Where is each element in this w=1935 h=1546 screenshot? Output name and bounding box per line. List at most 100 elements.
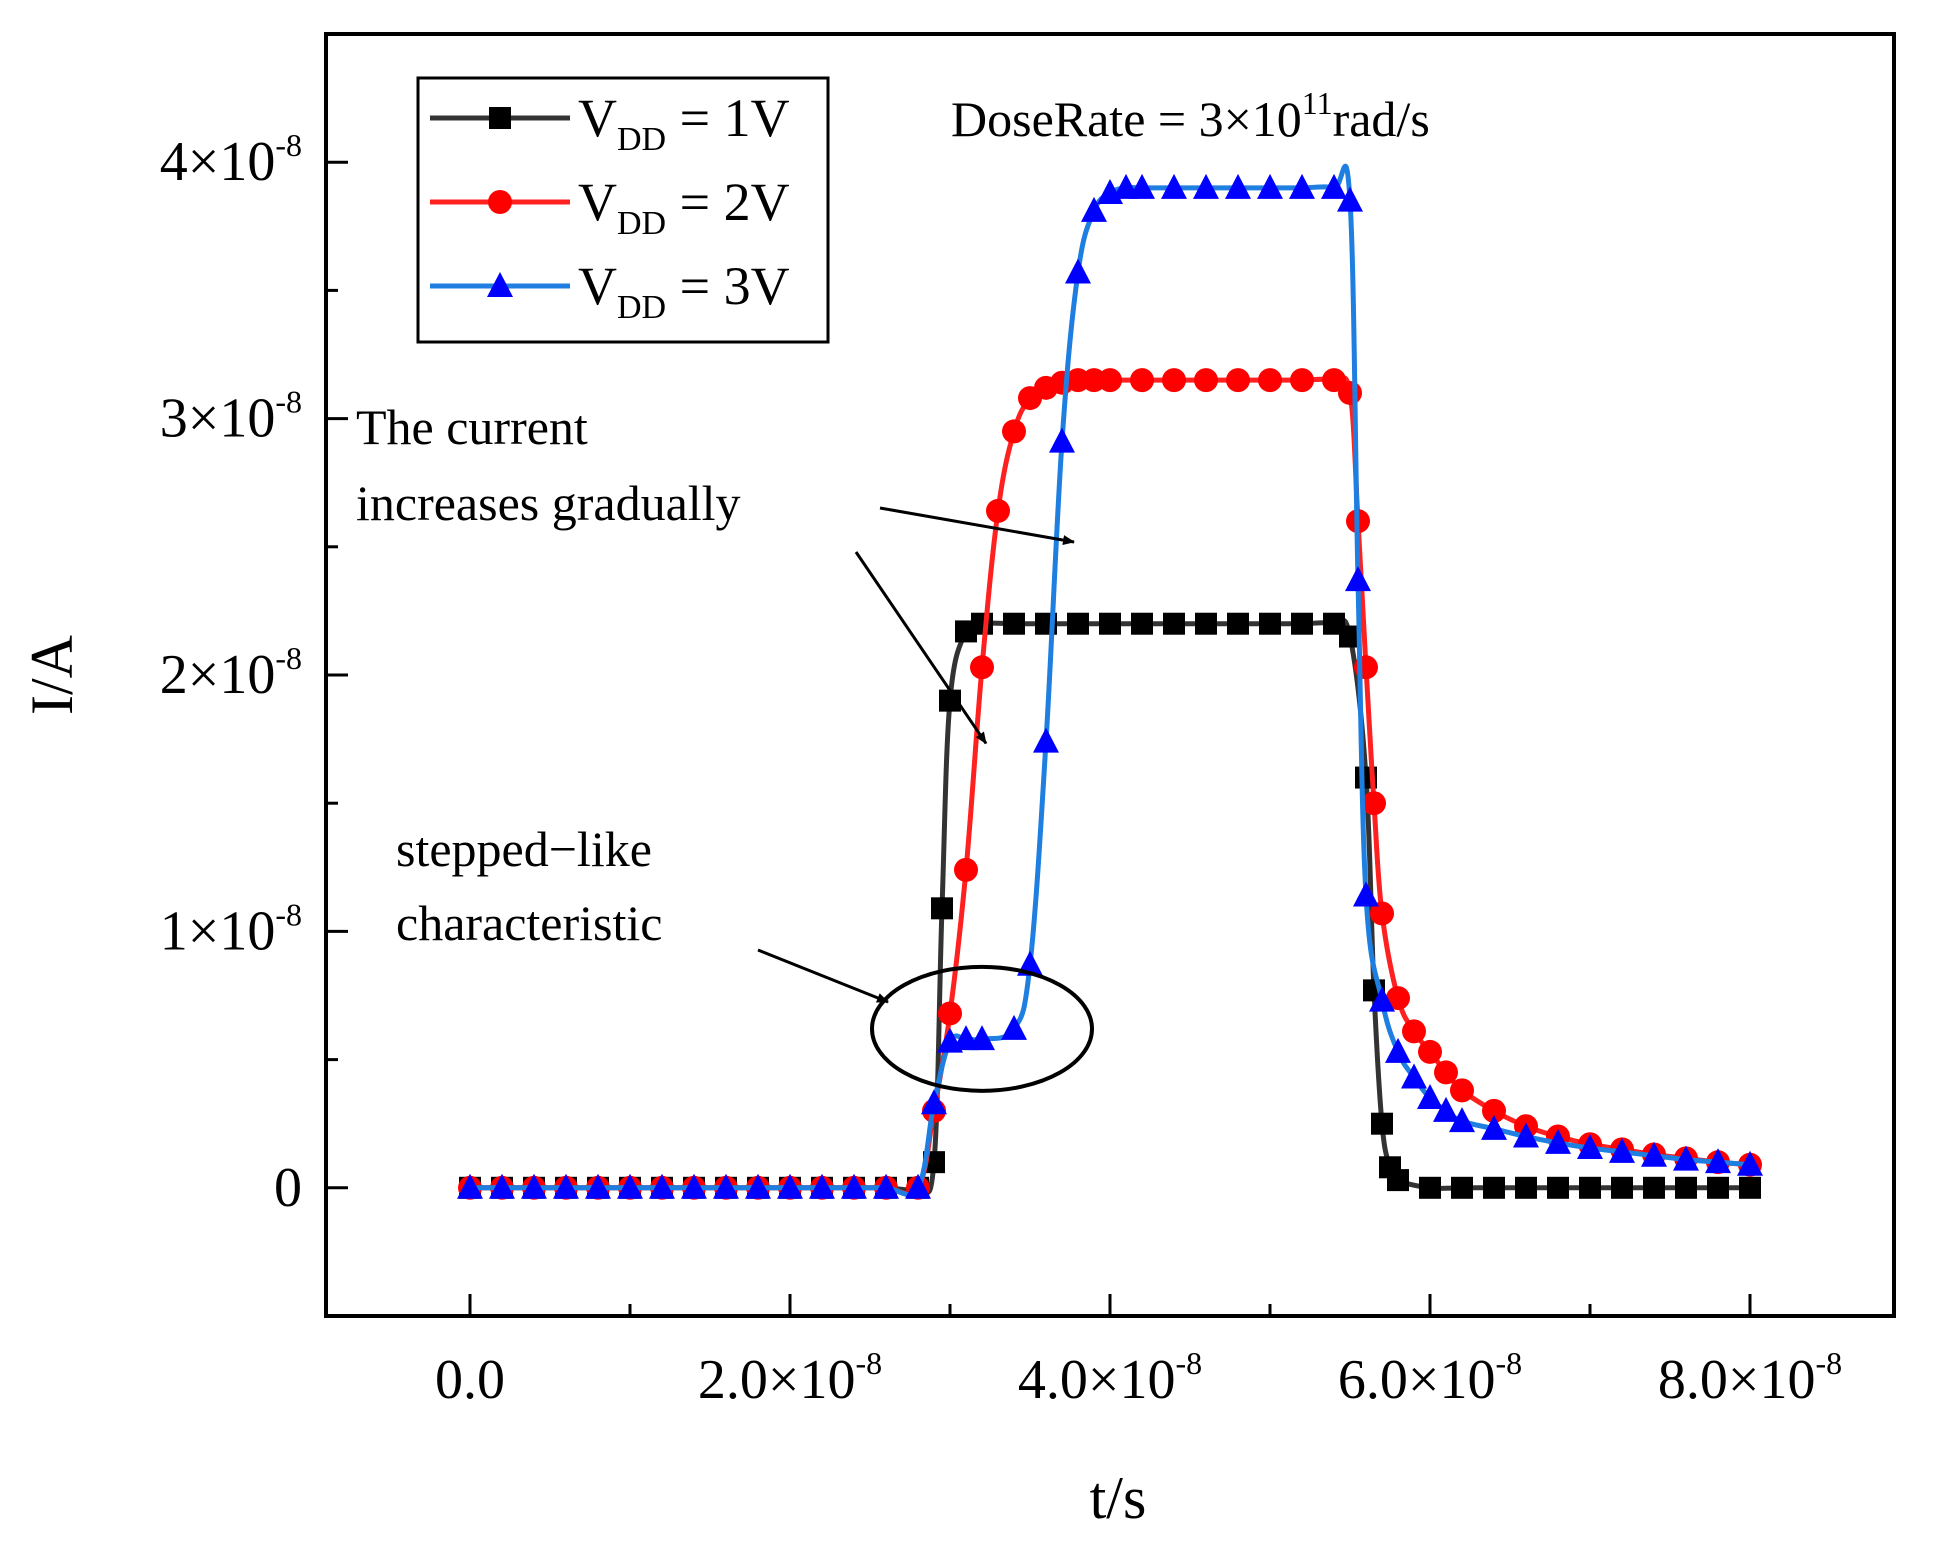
data-point [1291, 612, 1313, 635]
data-point [954, 857, 978, 882]
data-point [649, 1173, 675, 1199]
data-point [1419, 1176, 1441, 1199]
data-point [1290, 368, 1314, 393]
x-tick-label: 4.0×10-8 [1018, 1345, 1202, 1411]
data-point [1099, 612, 1121, 635]
data-point [1098, 368, 1122, 393]
y-tick-label: 1×10-8 [160, 896, 302, 962]
x-tick-label: 8.0×10-8 [1658, 1345, 1842, 1411]
data-point [1547, 1176, 1569, 1199]
y-tick-label: 4×10-8 [160, 127, 302, 193]
data-point [521, 1173, 547, 1199]
data-point [986, 498, 1010, 523]
data-point [457, 1173, 483, 1199]
data-point [809, 1173, 835, 1199]
data-point [1611, 1176, 1633, 1199]
data-point [1707, 1176, 1729, 1199]
y-tick-label: 3×10-8 [160, 384, 302, 450]
data-point [1370, 901, 1394, 926]
data-point [1003, 612, 1025, 635]
data-point [1673, 1145, 1699, 1171]
data-point [1258, 368, 1282, 393]
data-point [1482, 1098, 1506, 1123]
annotation-gradual-line2: increases gradually [356, 475, 741, 531]
data-point [1002, 419, 1026, 444]
stepped-ellipse [870, 964, 1094, 1093]
x-tick-label: 0.0 [435, 1349, 505, 1411]
data-point [1161, 173, 1187, 199]
data-point [1001, 1014, 1027, 1040]
x-tick-label: 6.0×10-8 [1338, 1345, 1522, 1411]
data-point [1641, 1141, 1667, 1167]
y-axis-title: I/A [19, 635, 85, 715]
data-point [1362, 791, 1386, 816]
data-point [1259, 612, 1281, 635]
data-point [1353, 881, 1379, 907]
data-point [905, 1173, 931, 1199]
data-point [1369, 986, 1395, 1012]
data-point [1739, 1176, 1761, 1199]
data-point [585, 1173, 611, 1199]
data-point [939, 689, 961, 712]
data-point [1227, 612, 1249, 635]
data-point [1387, 1169, 1409, 1192]
legend-marker [488, 190, 512, 214]
data-point [1321, 173, 1347, 199]
data-point [841, 1173, 867, 1199]
data-point [1401, 1063, 1427, 1089]
data-point [1434, 1060, 1458, 1085]
data-point [1130, 368, 1154, 393]
data-point [1481, 1114, 1507, 1140]
data-point [969, 1025, 995, 1051]
data-point [489, 1173, 515, 1199]
data-point [1417, 1084, 1443, 1110]
legend-label: VDD = 1V [578, 88, 790, 158]
data-point [1049, 427, 1075, 453]
data-point [1289, 173, 1315, 199]
data-point [745, 1173, 771, 1199]
data-point [1515, 1176, 1537, 1199]
data-point [1033, 727, 1059, 753]
y-tick-label: 2×10-8 [160, 640, 302, 706]
data-point [1737, 1150, 1763, 1176]
data-point [970, 655, 994, 680]
data-point [1081, 196, 1107, 222]
data-point [1225, 173, 1251, 199]
data-point [1129, 173, 1155, 199]
data-point [1705, 1148, 1731, 1174]
data-point [1163, 612, 1185, 635]
annotation-stepped-line1: stepped−like [396, 821, 652, 877]
data-point [1579, 1176, 1601, 1199]
x-axis-title: t/s [1090, 1465, 1147, 1531]
data-point [713, 1173, 739, 1199]
data-point [1338, 380, 1362, 405]
data-point [1483, 1176, 1505, 1199]
dose-rate-label: DoseRate = 3×1011rad/s [951, 85, 1430, 147]
data-point [1067, 612, 1089, 635]
data-point [921, 1089, 947, 1115]
data-point [1449, 1107, 1475, 1133]
data-point [873, 1173, 899, 1199]
data-point [1450, 1078, 1474, 1103]
annotation-stepped-line2: characteristic [396, 895, 662, 951]
data-point [1193, 173, 1219, 199]
data-point [553, 1173, 579, 1199]
arrow-stepped [757, 948, 889, 1004]
data-point [1451, 1176, 1473, 1199]
data-point [971, 612, 993, 635]
data-point [1675, 1176, 1697, 1199]
data-point [1643, 1176, 1665, 1199]
legend-label: VDD = 3V [578, 256, 790, 326]
arrow-gradual-1 [879, 506, 1075, 546]
data-point [681, 1173, 707, 1199]
data-point [1513, 1122, 1539, 1148]
data-point [1162, 368, 1186, 393]
series-3 [457, 163, 1763, 1199]
data-point [1195, 612, 1217, 635]
legend: VDD = 1V VDD = 2V VDD = 3V [416, 76, 830, 344]
data-point [1345, 566, 1371, 592]
data-point [1386, 986, 1410, 1011]
legend-label: VDD = 2V [578, 172, 790, 242]
data-point [1065, 258, 1091, 284]
